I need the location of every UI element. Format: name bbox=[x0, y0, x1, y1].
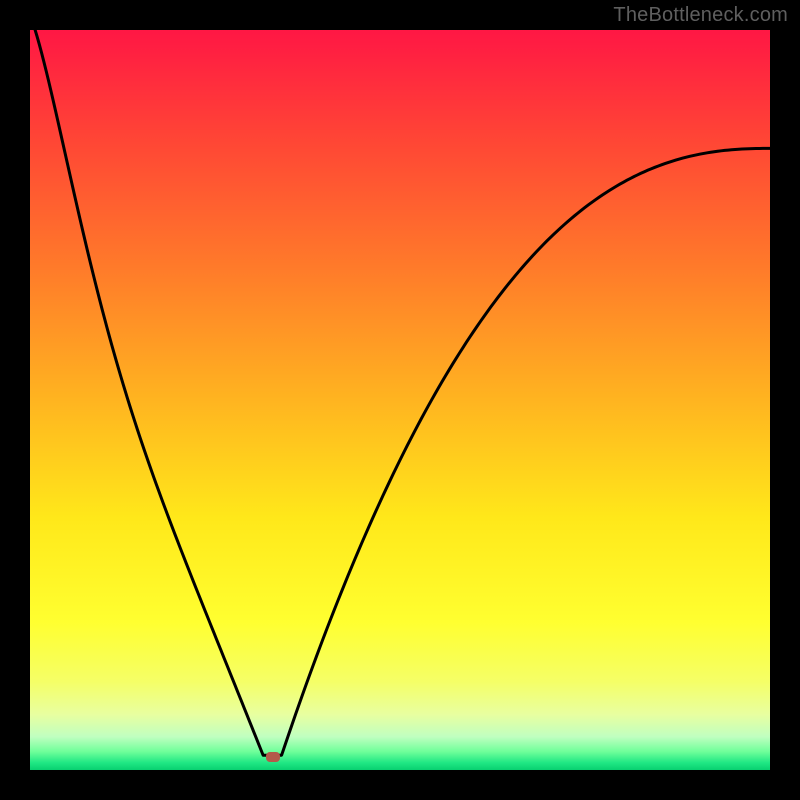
watermark-text: TheBottleneck.com bbox=[613, 4, 788, 27]
curve-layer bbox=[30, 30, 770, 770]
plot-area bbox=[30, 30, 770, 770]
valley-marker bbox=[266, 752, 280, 762]
chart-container: TheBottleneck.com bbox=[0, 0, 800, 800]
bottleneck-curve bbox=[30, 15, 770, 755]
